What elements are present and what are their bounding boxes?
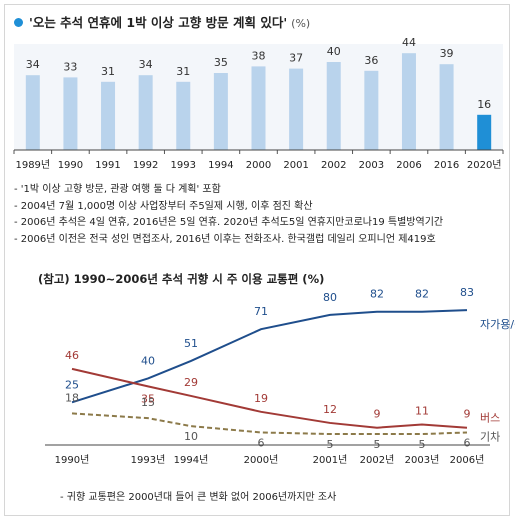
data-label: 83 [460, 286, 474, 299]
data-label: 80 [323, 291, 337, 304]
bar [176, 81, 191, 150]
series-name-label: 기차 [480, 430, 500, 443]
x-tick-label: 2001년 [313, 454, 348, 466]
x-tick-label: 2003년 [405, 454, 440, 466]
data-label: 9 [374, 408, 381, 421]
bar-value-label: 31 [101, 65, 115, 78]
bar-value-label: 34 [139, 58, 153, 71]
x-tick-label: 2000 [246, 160, 271, 171]
data-label: 9 [464, 408, 471, 421]
chart-title: '오는 추석 연휴에 1박 이상 고향 방문 계획 있다' (%) [14, 12, 310, 31]
bar-value-label: 40 [327, 45, 341, 58]
x-tick-label: 1993 [171, 160, 196, 171]
data-label: 35 [141, 392, 155, 405]
title-unit: (%) [291, 17, 311, 30]
x-tick-label: 1992 [133, 160, 158, 171]
x-tick-label: 1990년 [55, 454, 90, 466]
data-label: 29 [184, 376, 198, 389]
bar-value-label: 44 [402, 36, 416, 49]
bar-value-label: 37 [289, 52, 303, 65]
data-label: 11 [415, 405, 429, 418]
bar [138, 75, 153, 150]
x-tick-label: 1991 [95, 160, 120, 171]
chart-frame [4, 4, 510, 516]
data-label: 71 [254, 305, 268, 318]
line-chart: 25 40 51 71 80 82 82 83 자가용/승용차 46 35 29 19 12 9 11 9 버스 1… [45, 286, 515, 466]
data-label: 82 [415, 288, 429, 301]
bar-value-label: 39 [440, 47, 454, 60]
x-tick-label: 2000년 [244, 454, 279, 466]
note-line: - 2006년 이전은 전국 성인 면접조사, 2016년 이후는 전화조사. … [14, 233, 436, 245]
bar [477, 114, 492, 150]
bar-value-label: 31 [176, 65, 190, 78]
x-tick-label: 2006 [396, 160, 421, 171]
x-tick-label: 1994 [208, 160, 233, 171]
bar-value-label: 34 [26, 58, 40, 71]
bar [213, 73, 228, 150]
bar [25, 75, 40, 150]
x-tick-label: 2020년 [467, 159, 502, 171]
bar-value-label: 35 [214, 56, 228, 69]
x-tick-label: 1989년 [15, 159, 50, 171]
bar [439, 64, 454, 150]
bullet-dot-icon [14, 18, 23, 27]
data-label: 46 [65, 349, 79, 362]
x-tick-label: 1993년 [131, 454, 166, 466]
bar-value-label: 36 [364, 54, 378, 67]
bar [101, 81, 116, 150]
data-label: 15 [141, 396, 155, 409]
line-chart-title: (참고) 1990~2006년 추석 귀향 시 주 이용 교통편 (%) [38, 272, 325, 286]
x-tick-label: 1990 [58, 160, 83, 171]
data-label: 82 [370, 288, 384, 301]
bar-chart: 34 1989년 33 1990 31 1991 34 1992 31 1993 35 1994 38 2… [13, 36, 504, 171]
data-label: 18 [65, 391, 79, 404]
data-label: 25 [65, 378, 79, 391]
bar [326, 62, 341, 150]
footnote: - 귀향 교통편은 2000년대 들어 큰 변화 없어 2006년까지만 조사 [60, 492, 337, 503]
data-label: 12 [323, 403, 337, 416]
bar-value-label: 33 [63, 60, 77, 73]
series-line [71, 309, 468, 404]
data-label: 40 [141, 354, 155, 367]
series-line [71, 367, 468, 429]
x-tick-label: 2002년 [360, 454, 395, 466]
data-label: 19 [254, 392, 268, 405]
note-line: - 2006년 추석은 4일 연휴, 2016년은 5일 연휴. 2020년 추… [14, 217, 444, 228]
series-line [71, 412, 468, 436]
notes: - '1박 이상 고향 방문, 관광 여행 둘 다 계획' 포함 - 2004년… [14, 182, 443, 248]
title-text: '오는 추석 연휴에 1박 이상 고향 방문 계획 있다' [29, 15, 288, 30]
note-line: - 2004년 7월 1,000명 이상 사업장부터 주5일제 시행, 이후 점… [14, 200, 313, 212]
bar [63, 77, 78, 150]
bar-value-label: 38 [252, 49, 266, 62]
series-name-label: 자가용/승용차 [480, 318, 515, 331]
data-label: 6 [258, 436, 265, 449]
x-tick-label: 2001 [283, 160, 308, 171]
bar-value-label: 16 [477, 98, 491, 111]
data-label: 6 [464, 436, 471, 449]
bar [289, 68, 304, 150]
x-tick-label: 2002 [321, 160, 346, 171]
data-label: 51 [184, 337, 198, 350]
x-tick-label: 1994년 [174, 454, 209, 466]
bar [401, 53, 416, 151]
x-tick-label: 2006년 [450, 454, 485, 466]
bar [364, 70, 379, 150]
note-line: - '1박 이상 고향 방문, 관광 여행 둘 다 계획' 포함 [14, 184, 221, 195]
bar [251, 66, 266, 150]
series-name-label: 버스 [480, 412, 500, 425]
x-tick-label: 2016 [434, 160, 459, 171]
x-tick-label: 2003 [359, 160, 384, 171]
data-label: 10 [184, 430, 198, 443]
